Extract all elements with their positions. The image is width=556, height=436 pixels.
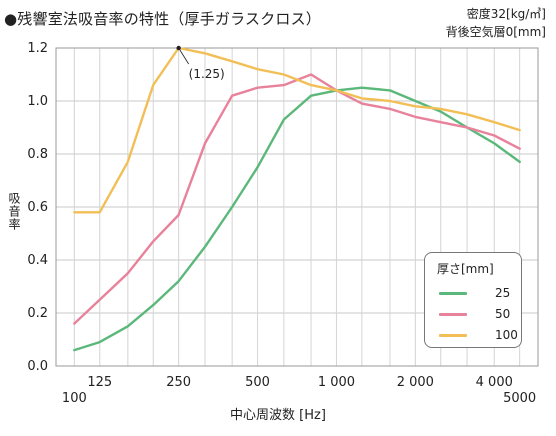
legend-title: 厚さ[mm] <box>437 262 494 276</box>
x-tick-label: 125 <box>87 375 112 390</box>
y-tick-label: 0.4 <box>27 253 48 268</box>
legend: 厚さ[mm] 25 50 100 <box>424 252 522 348</box>
air-gap-label: 背後空気層0[mm] <box>445 25 546 39</box>
y-tick-label: 0.2 <box>27 306 48 321</box>
y-tick-label: 0.6 <box>27 200 48 215</box>
x-tick-label: 1 000 <box>318 375 355 390</box>
x-axis-label: 中心周波数 [Hz] <box>230 408 326 423</box>
legend-label-50: 50 <box>495 307 511 321</box>
legend-item-25: 25 <box>437 286 517 300</box>
legend-swatch-100 <box>439 334 467 337</box>
legend-label-100: 100 <box>495 328 518 342</box>
y-tick-label: 0.8 <box>27 147 48 162</box>
legend-label-25: 25 <box>495 286 511 300</box>
annotation-label: (1.25) <box>189 67 225 81</box>
series-line-100 <box>73 46 521 214</box>
annotation-leader <box>178 47 189 65</box>
density-label: 密度32[kg/㎥] <box>466 7 546 21</box>
series-line-25 <box>73 86 521 352</box>
y-tick-label: 1.0 <box>27 94 48 109</box>
y-axis-label: 吸音率 <box>7 192 21 231</box>
x-tick-label: 2 000 <box>397 375 434 390</box>
legend-item-50: 50 <box>437 307 517 321</box>
legend-swatch-50 <box>439 313 467 316</box>
x-tick-label: 100 <box>62 391 87 406</box>
x-tick-label: 500 <box>245 375 270 390</box>
legend-swatch-25 <box>439 292 467 295</box>
legend-item-100: 100 <box>437 328 518 342</box>
chart-title: ●残響室法吸音率の特性（厚手ガラスクロス） <box>4 10 321 28</box>
x-tick-label: 4 000 <box>476 375 513 390</box>
plot-frame <box>55 47 539 367</box>
x-tick-label: 250 <box>166 375 191 390</box>
x-tick-label: 5000 <box>503 391 536 406</box>
y-tick-label: 1.2 <box>27 41 48 56</box>
y-tick-label: 0.0 <box>27 359 48 374</box>
